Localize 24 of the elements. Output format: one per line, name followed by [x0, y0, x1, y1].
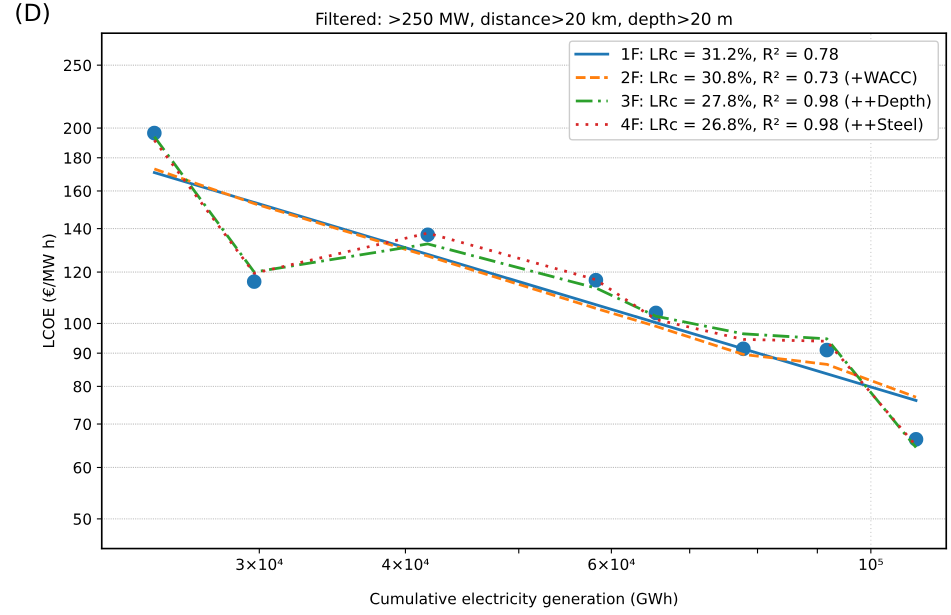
- y-tick-label: 250: [64, 60, 92, 72]
- y-tick-label: 50: [74, 513, 92, 525]
- x-tick-label: 4×10⁴: [382, 558, 429, 570]
- chart-title: Filtered: >250 MW, distance>20 km, depth>20 m: [316, 12, 732, 28]
- y-tick-label: 80: [74, 380, 92, 392]
- legend-label: 4F: LRc = 26.8%, R² = 0.98 (++Steel): [621, 118, 922, 132]
- legend-label: 3F: LRc = 27.8%, R² = 0.98 (++Depth): [622, 94, 930, 110]
- legend-label: 2F: LRc = 30.8%, R² = 0.73 (+WACC): [622, 71, 916, 86]
- y-tick-label: 70: [74, 418, 92, 430]
- legend-label: 1F: LRc = 31.2%, R² = 0.78: [622, 48, 838, 62]
- y-tick-label: 140: [64, 223, 92, 235]
- y-tick-label: 200: [64, 122, 92, 134]
- y-tick-label: 160: [64, 185, 92, 197]
- y-tick-label: 180: [64, 152, 92, 164]
- y-tick-label: 60: [74, 462, 92, 474]
- y-tick-label: 100: [64, 318, 92, 330]
- y-tick-label: 120: [64, 266, 92, 278]
- x-tick-label: 6×10⁴: [588, 558, 635, 570]
- x-tick-label: 10⁵: [860, 558, 883, 570]
- x-axis-title: Cumulative electricity generation (GWh): [370, 592, 678, 608]
- y-tick-label: 90: [74, 348, 92, 360]
- y-axis-title: LCOE (€/MW h): [42, 234, 56, 348]
- x-tick-label: 3×10⁴: [236, 558, 283, 570]
- text: (D): [16, 3, 49, 24]
